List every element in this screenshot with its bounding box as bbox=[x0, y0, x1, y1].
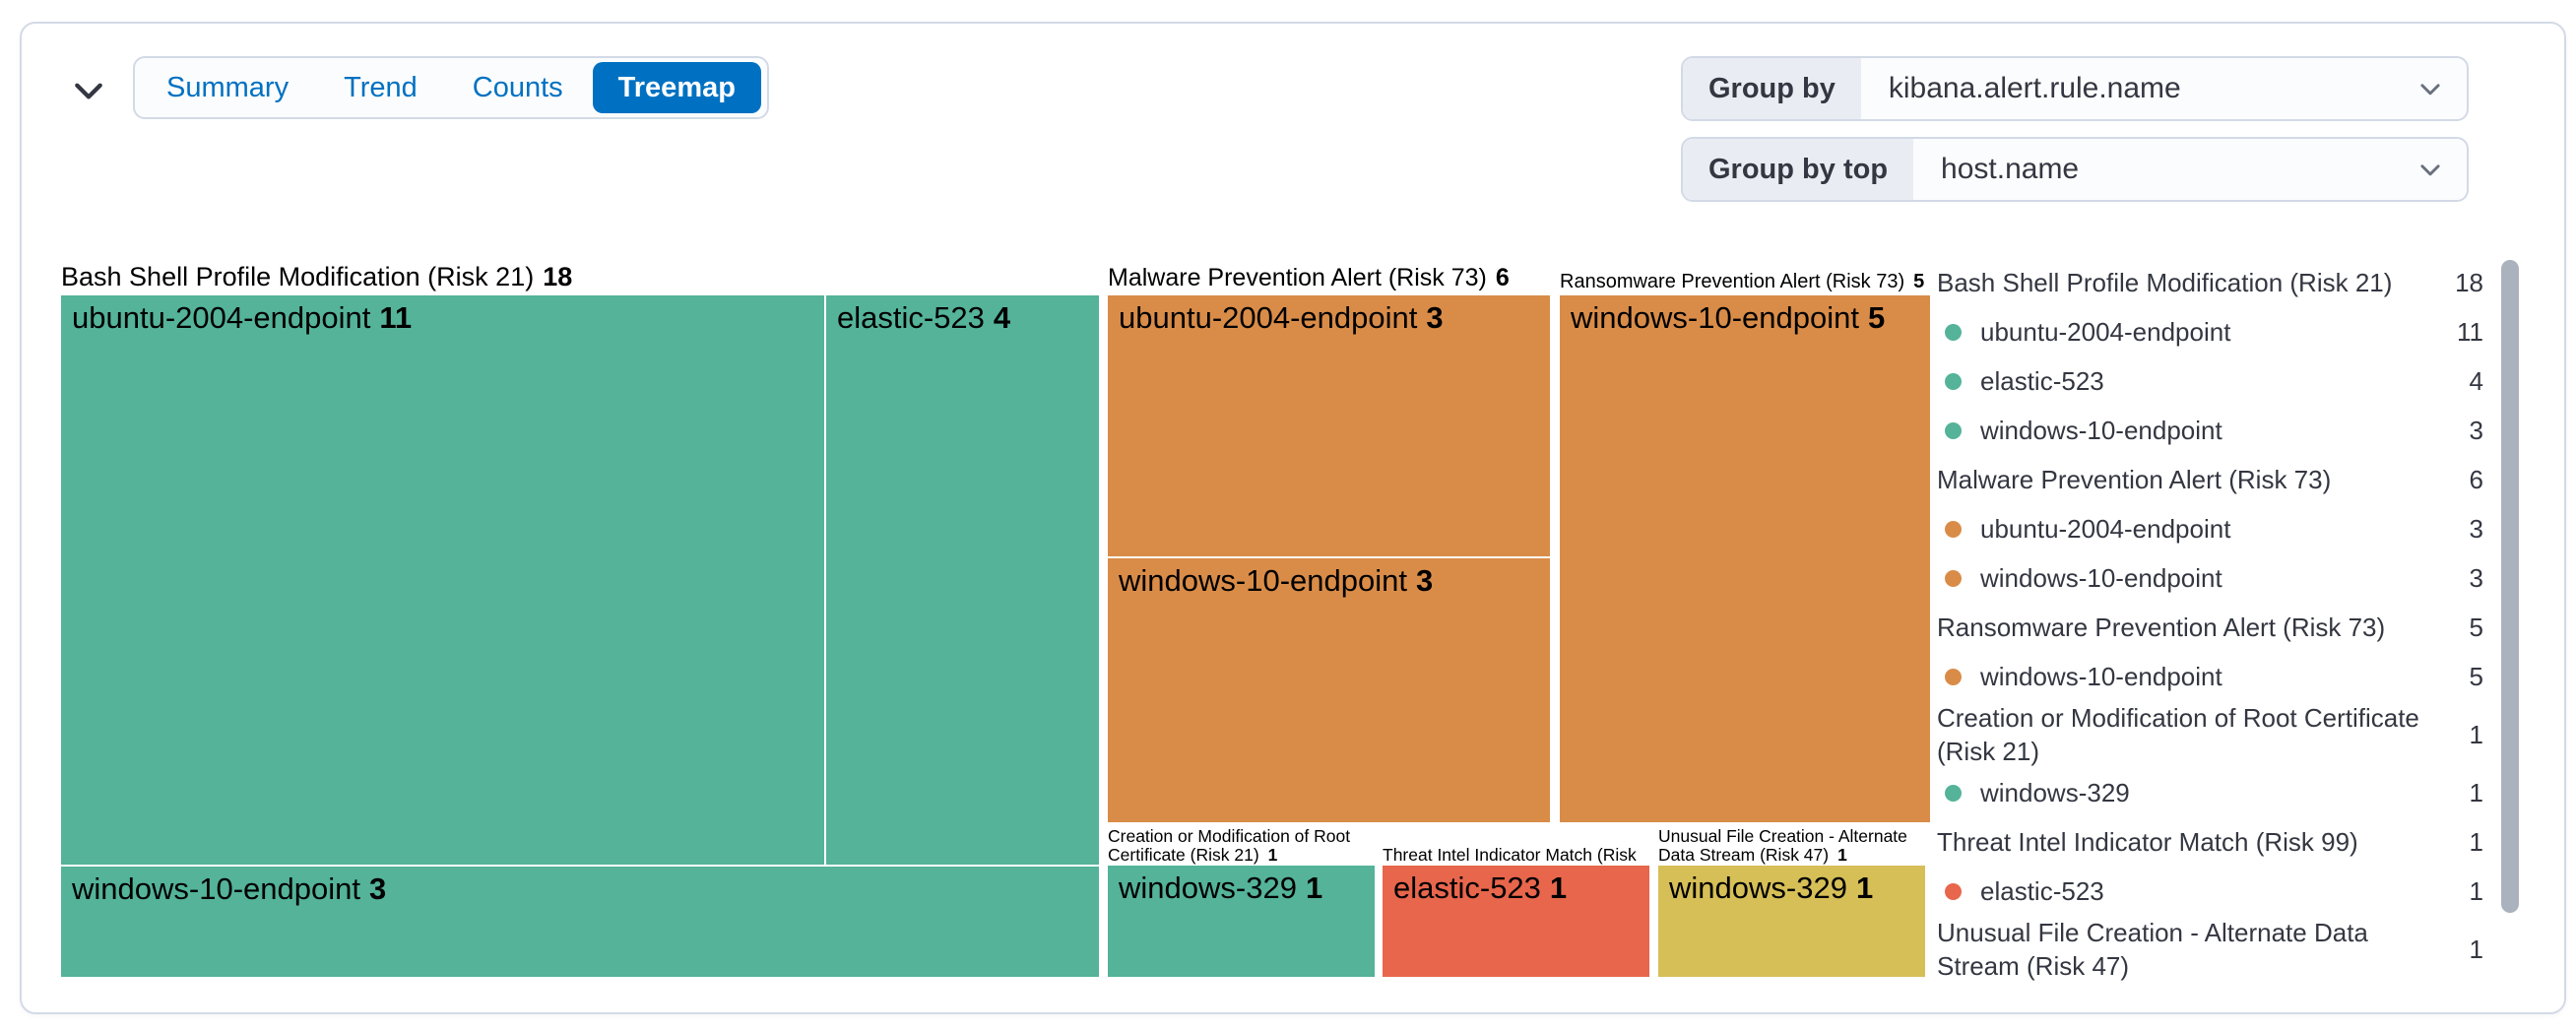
chevron-down-icon bbox=[2417, 157, 2443, 182]
legend-rule-item[interactable]: Bash Shell Profile Modification (Risk 21… bbox=[1937, 268, 2483, 297]
treemap-group-header: Unusual File Creation - Alternate Data S… bbox=[1658, 826, 1907, 865]
treemap-group-header: Ransomware Prevention Alert (Risk 73) 5 bbox=[1560, 271, 1925, 292]
alerts-treemap-chart: Bash Shell Profile Modification (Risk 21… bbox=[61, 260, 1930, 977]
group-by-select[interactable]: kibana.alert.rule.name bbox=[1861, 58, 2467, 119]
alerts-visualization-panel: Summary Trend Counts Treemap Group by ki… bbox=[20, 22, 2566, 1014]
treemap-tile[interactable]: windows-329 1 bbox=[1108, 866, 1375, 977]
legend-color-dot bbox=[1945, 784, 1962, 802]
treemap-group-header: Malware Prevention Alert (Risk 73) 6 bbox=[1108, 264, 1510, 291]
legend-host-item[interactable]: elastic-523 1 bbox=[1937, 867, 2483, 916]
treemap-tile[interactable]: elastic-523 4 bbox=[826, 295, 1099, 865]
group-by-top-label: Group by top bbox=[1683, 139, 1914, 200]
group-by-top-control: Group by top host.name bbox=[1681, 137, 2469, 202]
legend-host-item[interactable]: windows-10-endpoint 5 bbox=[1937, 652, 2483, 701]
treemap-group-header: Creation or Modification of Root Certifi… bbox=[1108, 826, 1351, 865]
tab-treemap[interactable]: Treemap bbox=[592, 62, 761, 113]
legend-color-dot bbox=[1945, 372, 1962, 390]
legend-host-item[interactable]: elastic-523 4 bbox=[1937, 356, 2483, 406]
legend-rule-item[interactable]: Creation or Modification of Root Certifi… bbox=[1937, 703, 2483, 766]
legend-color-dot bbox=[1945, 569, 1962, 587]
view-selector-button-group: Summary Trend Counts Treemap bbox=[133, 56, 769, 119]
group-by-top-value: host.name bbox=[1941, 153, 2080, 185]
legend-color-dot bbox=[1945, 323, 1962, 341]
chevron-down-icon bbox=[72, 74, 105, 107]
treemap-tile[interactable]: ubuntu-2004-endpoint 3 bbox=[1108, 295, 1550, 556]
legend-color-dot bbox=[1945, 882, 1962, 900]
legend-color-dot bbox=[1945, 421, 1962, 439]
legend-host-item[interactable]: windows-329 1 bbox=[1937, 768, 2483, 817]
treemap-tile[interactable]: windows-10-endpoint 3 bbox=[61, 867, 1099, 977]
treemap-tile[interactable]: ubuntu-2004-endpoint 11 bbox=[61, 295, 824, 865]
treemap-tile[interactable]: windows-10-endpoint 3 bbox=[1108, 558, 1550, 822]
chevron-down-icon bbox=[2417, 76, 2443, 101]
legend-host-item[interactable]: ubuntu-2004-endpoint 11 bbox=[1937, 307, 2483, 356]
treemap-group-header: Bash Shell Profile Modification (Risk 21… bbox=[61, 262, 573, 291]
group-by-top-select[interactable]: host.name bbox=[1913, 139, 2467, 200]
tab-counts[interactable]: Counts bbox=[447, 62, 589, 113]
tab-trend[interactable]: Trend bbox=[318, 62, 443, 113]
legend-rule-item[interactable]: Threat Intel Indicator Match (Risk 99) 1 bbox=[1937, 827, 2483, 857]
tab-summary[interactable]: Summary bbox=[141, 62, 314, 113]
group-by-label: Group by bbox=[1683, 58, 1861, 119]
treemap-tile[interactable]: elastic-523 1 bbox=[1383, 866, 1649, 977]
legend-rule-item[interactable]: Malware Prevention Alert (Risk 73) 6 bbox=[1937, 465, 2483, 494]
treemap-legend: Bash Shell Profile Modification (Risk 21… bbox=[1937, 258, 2483, 983]
legend-rule-item[interactable]: Ransomware Prevention Alert (Risk 73) 5 bbox=[1937, 613, 2483, 642]
treemap-tile[interactable]: windows-329 1 bbox=[1658, 866, 1925, 977]
treemap-tile[interactable]: windows-10-endpoint 5 bbox=[1560, 295, 1930, 822]
group-by-value: kibana.alert.rule.name bbox=[1888, 72, 2181, 104]
legend-rule-item[interactable]: Unusual File Creation - Alternate Data S… bbox=[1937, 918, 2483, 981]
collapse-section-button[interactable] bbox=[61, 63, 116, 118]
legend-color-dot bbox=[1945, 668, 1962, 685]
legend-color-dot bbox=[1945, 520, 1962, 538]
legend-scrollbar[interactable] bbox=[2501, 260, 2519, 913]
legend-host-item[interactable]: windows-10-endpoint 3 bbox=[1937, 553, 2483, 603]
legend-host-item[interactable]: windows-10-endpoint 3 bbox=[1937, 406, 2483, 455]
group-by-control: Group by kibana.alert.rule.name bbox=[1681, 56, 2469, 121]
legend-host-item[interactable]: ubuntu-2004-endpoint 3 bbox=[1937, 504, 2483, 553]
